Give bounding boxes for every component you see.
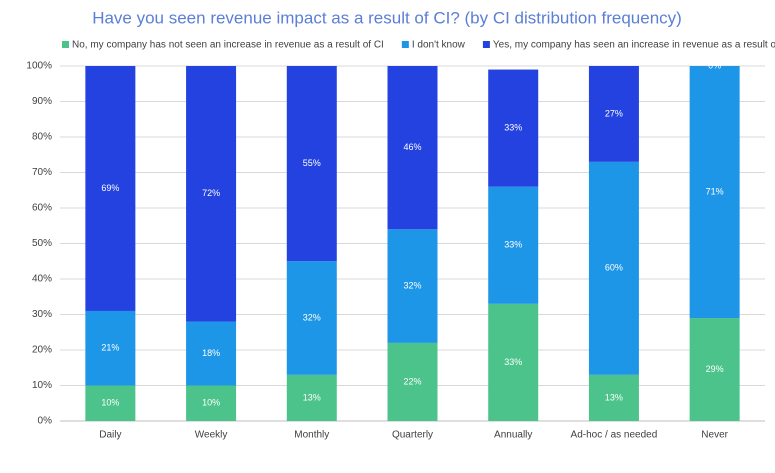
value-label: 13% [303, 392, 321, 402]
value-label: 32% [303, 312, 321, 322]
x-tick-label: Annually [494, 430, 532, 441]
y-tick-label: 70% [32, 167, 52, 178]
legend-swatch [401, 41, 409, 48]
legend-swatch [482, 41, 490, 48]
bar-segment [387, 229, 438, 343]
y-tick-label: 20% [32, 345, 52, 356]
y-tick-label: 100% [26, 61, 52, 72]
value-label: 18% [202, 348, 220, 358]
value-label: 55% [303, 158, 321, 168]
bar-segment [588, 66, 639, 162]
x-tick-label: Monthly [294, 430, 329, 441]
value-label: 13% [605, 392, 623, 402]
bar-segment [488, 69, 539, 187]
value-label: 33% [504, 240, 522, 250]
x-tick-label: Ad-hoc / as needed [571, 430, 658, 441]
value-label: 10% [202, 398, 220, 408]
value-label: 22% [403, 376, 421, 386]
chart-title: Have you seen revenue impact as a result… [92, 8, 682, 27]
y-tick-label: 60% [32, 203, 52, 214]
bar-segment [387, 342, 438, 421]
y-tick-label: 10% [32, 380, 52, 391]
bar-segment [387, 66, 438, 230]
bar-segment [186, 321, 237, 386]
value-label: 32% [403, 280, 421, 290]
value-label: 33% [504, 123, 522, 133]
y-tick-label: 90% [32, 96, 52, 107]
legend-label: I don't know [412, 40, 466, 51]
value-label: 60% [605, 263, 623, 273]
x-tick-label: Weekly [195, 430, 228, 441]
y-tick-label: 50% [32, 238, 52, 249]
value-label: 10% [101, 398, 119, 408]
value-label: 46% [403, 142, 421, 152]
bar-segment [186, 385, 237, 421]
bar-segment [85, 66, 136, 311]
bar-segment [488, 303, 539, 421]
bar-segment [286, 261, 337, 375]
value-label: 0% [708, 60, 721, 70]
legend-label: Yes, my company has seen an increase in … [493, 40, 775, 51]
x-tick-label: Daily [99, 430, 121, 441]
y-tick-label: 30% [32, 309, 52, 320]
value-label: 72% [202, 188, 220, 198]
bar-segment [286, 374, 337, 421]
x-tick-label: Quarterly [392, 430, 433, 441]
bar-segment [689, 66, 740, 319]
bar-segment [588, 161, 639, 375]
value-label: 69% [101, 183, 119, 193]
bar-segment [588, 374, 639, 421]
y-tick-label: 80% [32, 132, 52, 143]
bar-segment [85, 385, 136, 421]
y-tick-label: 0% [38, 416, 53, 427]
value-label: 33% [504, 357, 522, 367]
x-tick-label: Never [701, 430, 728, 441]
y-tick-label: 40% [32, 274, 52, 285]
bar-segment [689, 318, 740, 421]
bar-segment [85, 310, 136, 386]
value-label: 71% [706, 186, 724, 196]
value-label: 21% [101, 343, 119, 353]
value-label: 29% [706, 364, 724, 374]
bar-segment [286, 66, 337, 262]
legend-label: No, my company has not seen an increase … [72, 40, 384, 51]
bar-segment [186, 66, 237, 322]
legend-swatch [62, 41, 69, 48]
value-label: 27% [605, 108, 623, 118]
bar-segment [488, 186, 539, 304]
